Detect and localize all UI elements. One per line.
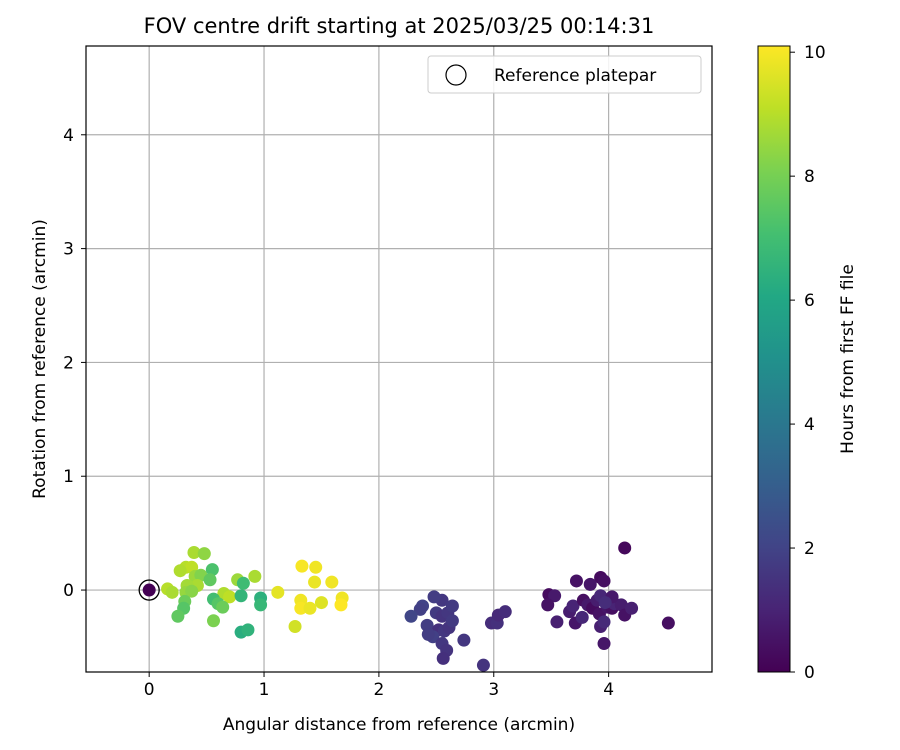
colorbar-tick-label: 2 xyxy=(804,539,815,559)
data-point xyxy=(457,633,471,647)
data-point xyxy=(216,600,230,614)
data-point xyxy=(597,615,611,629)
x-tick-label: 0 xyxy=(144,680,155,700)
data-point xyxy=(309,560,323,574)
reference-point xyxy=(138,579,160,601)
data-point xyxy=(597,574,611,588)
plot-frame xyxy=(85,45,713,673)
data-point xyxy=(597,637,611,651)
y-axis-ticks: 0 1 2 3 4 xyxy=(63,126,86,601)
data-point xyxy=(173,564,187,578)
data-points xyxy=(142,541,675,672)
data-point xyxy=(294,601,308,615)
data-point xyxy=(498,605,512,619)
data-point xyxy=(254,598,268,612)
y-tick-label: 3 xyxy=(63,240,74,260)
colorbar-gradient xyxy=(757,45,791,673)
colorbar-tick-label: 8 xyxy=(804,167,815,187)
data-point xyxy=(598,596,612,610)
data-point xyxy=(325,575,339,589)
data-point xyxy=(614,598,628,612)
x-tick-label: 1 xyxy=(259,680,270,700)
data-point xyxy=(541,598,555,612)
data-point xyxy=(427,590,441,604)
data-point xyxy=(421,627,435,641)
data-point xyxy=(314,596,328,610)
data-point xyxy=(413,602,427,616)
colorbar-ticks: 0 2 4 6 8 10 xyxy=(790,43,826,683)
data-point xyxy=(625,601,639,615)
data-point xyxy=(308,575,322,589)
data-point xyxy=(445,599,459,613)
x-tick-label: 2 xyxy=(373,680,384,700)
data-point xyxy=(404,609,418,623)
data-point xyxy=(548,589,562,603)
y-tick-label: 1 xyxy=(63,467,74,487)
colorbar-tick-label: 10 xyxy=(804,43,826,63)
data-point xyxy=(569,574,583,588)
data-point xyxy=(165,585,179,599)
data-point xyxy=(187,545,201,559)
data-point xyxy=(566,599,580,613)
data-point xyxy=(575,610,589,624)
data-point xyxy=(142,583,156,597)
legend-marker xyxy=(445,64,467,86)
data-point xyxy=(185,584,199,598)
colorbar-tick-label: 6 xyxy=(804,291,815,311)
data-point xyxy=(476,658,490,672)
y-tick-label: 2 xyxy=(63,353,74,373)
data-point xyxy=(550,615,564,629)
colorbar-tick-label: 0 xyxy=(804,663,815,683)
data-point xyxy=(334,598,348,612)
data-point xyxy=(234,589,248,603)
x-axis-ticks: 0 1 2 3 4 xyxy=(144,672,614,700)
data-point xyxy=(445,614,459,628)
data-point xyxy=(203,573,217,587)
data-point xyxy=(205,563,219,577)
data-point xyxy=(288,619,302,633)
data-point xyxy=(223,590,237,604)
data-point xyxy=(661,616,675,630)
data-point xyxy=(206,614,220,628)
data-point xyxy=(618,541,632,555)
chart-title: FOV centre drift starting at 2025/03/25 … xyxy=(144,14,655,38)
data-point xyxy=(436,651,450,665)
legend-entry: Reference platepar xyxy=(494,66,656,86)
x-tick-label: 4 xyxy=(603,680,614,700)
data-point xyxy=(248,569,262,583)
legend-box xyxy=(427,55,702,94)
data-point xyxy=(583,577,597,591)
data-point xyxy=(295,559,309,573)
data-point xyxy=(241,623,255,637)
grid xyxy=(86,46,712,672)
y-tick-label: 0 xyxy=(63,581,74,601)
legend: Reference platepar xyxy=(427,55,702,94)
colorbar-tick-label: 4 xyxy=(804,415,815,435)
y-axis-label: Rotation from reference (arcmin) xyxy=(30,219,50,499)
data-point xyxy=(271,585,285,599)
y-tick-label: 4 xyxy=(63,126,74,146)
reference-marker xyxy=(138,579,160,601)
data-point xyxy=(303,601,317,615)
data-point xyxy=(236,576,250,590)
colorbar: 0 2 4 6 8 10 Hours from first FF file xyxy=(757,43,858,683)
x-tick-label: 3 xyxy=(488,680,499,700)
data-point xyxy=(171,609,185,623)
data-point xyxy=(197,547,211,561)
colorbar-label: Hours from first FF file xyxy=(838,264,858,454)
x-axis-label: Angular distance from reference (arcmin) xyxy=(223,715,575,735)
